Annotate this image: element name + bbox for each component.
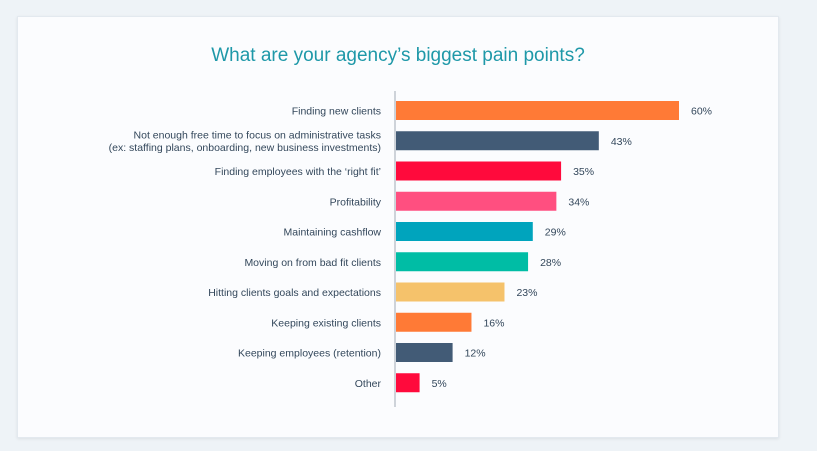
chart-card: What are your agency’s biggest pain poin… — [17, 16, 779, 438]
category-label: Not enough free time to focus on adminis… — [134, 130, 381, 142]
bar — [396, 161, 562, 181]
bar-chart: 60% Finding new clients 43% Not enough free… — [109, 91, 712, 407]
value-label: 12% — [465, 348, 486, 360]
category-label: Finding new clients — [292, 106, 381, 118]
value-label: 16% — [483, 317, 504, 329]
category-label: Maintaining cashflow — [284, 227, 382, 239]
bar — [396, 101, 679, 120]
chart-title: What are your agency’s biggest pain poin… — [211, 45, 585, 66]
category-label: Profitability — [330, 196, 382, 208]
value-label: 28% — [540, 257, 561, 269]
category-label: Other — [355, 378, 382, 390]
value-label: 43% — [611, 136, 632, 148]
value-label: 5% — [432, 378, 447, 390]
bar — [396, 222, 533, 241]
bar — [396, 282, 505, 302]
bar — [396, 312, 472, 332]
category-label: Keeping employees (retention) — [238, 348, 381, 360]
bar — [396, 131, 599, 151]
bar — [396, 343, 453, 362]
value-label: 34% — [568, 196, 589, 208]
category-label: Finding employees with the ‘right fit’ — [215, 166, 381, 178]
category-label: (ex: staffing plans, onboarding, new bus… — [109, 142, 381, 154]
bar — [396, 373, 420, 393]
value-label: 60% — [691, 106, 712, 118]
category-label: Hitting clients goals and expectations — [208, 287, 381, 299]
bar — [396, 191, 557, 211]
value-label: 23% — [516, 287, 537, 299]
bar — [396, 252, 529, 272]
value-label: 29% — [545, 227, 566, 239]
category-label: Keeping existing clients — [271, 317, 381, 329]
category-label: Moving on from bad fit clients — [244, 257, 381, 269]
value-label: 35% — [573, 166, 594, 178]
